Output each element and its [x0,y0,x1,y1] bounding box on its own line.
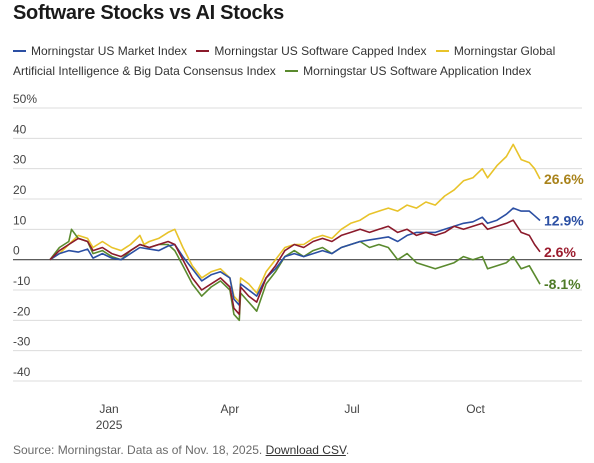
legend-label-ai-big-data: Morningstar Global Artificial Intelligen… [13,44,556,78]
end-value-labels: 12.9% 2.6% 26.6% -8.1% [544,171,584,292]
line-chart: 50% 40 30 20 10 0 -10 -20 -30 -40 Jan 2025 Apr Jul Oc… [13,92,584,432]
end-label-software-application: -8.1% [544,276,581,292]
source-text: Source: Morningstar. Data as of Nov. 18,… [13,443,263,457]
legend-swatch-software-capped [196,49,210,52]
legend-swatch-us-market [13,49,26,52]
y-tick-label: -40 [13,365,31,379]
legend-swatch-software-application [285,69,299,72]
y-tick-label: -10 [13,274,31,288]
x-tick-label: Apr [221,402,240,416]
y-tick-label: 30 [13,153,27,167]
series-line-us-market [49,207,541,306]
x-axis-ticks: Jan 2025 Apr Jul Oct [96,402,486,432]
grid-lines [13,107,582,382]
y-tick-label: 50% [13,92,37,106]
x-tick-sublabel: 2025 [96,418,123,432]
y-tick-label: 40 [13,122,27,136]
legend-label-software-application: Morningstar US Software Application Inde… [303,64,532,78]
source-end: . [345,443,350,457]
legend-label-us-market: Morningstar US Market Index [31,44,188,58]
legend-item-us-market: Morningstar US Market Index [13,44,187,58]
legend-item-ai-big-data: Morningstar Global Artificial Intelligen… [13,44,555,78]
end-label-ai-big-data: 26.6% [544,171,584,187]
source-note: Source: Morningstar. Data as of Nov. 18,… [13,443,349,457]
end-label-software-capped: 2.6% [544,244,576,260]
chart-legend: Morningstar US Market Index Morningstar … [13,41,588,81]
series-line-software-capped [49,219,541,316]
download-csv-link[interactable]: Download CSV [265,443,346,457]
end-label-us-market: 12.9% [544,213,584,229]
x-tick-label: Oct [466,402,485,416]
y-tick-label: 10 [13,213,27,227]
series-line-ai-big-data [49,143,541,303]
legend-item-software-capped: Morningstar US Software Capped Index [196,44,427,58]
series-line-software-application [49,228,541,322]
legend-item-software-application: Morningstar US Software Application Inde… [285,64,531,78]
y-tick-label: -20 [13,304,31,318]
x-tick-label: Jan [99,402,118,416]
y-tick-label: -30 [13,335,31,349]
series-lines [49,143,541,322]
chart-title: Software Stocks vs AI Stocks [13,2,284,24]
legend-swatch-ai-big-data [435,49,449,52]
y-axis-ticks: 50% 40 30 20 10 0 -10 -20 -30 -40 [13,92,37,379]
y-tick-label: 0 [13,244,20,258]
legend-label-software-capped: Morningstar US Software Capped Index [214,44,427,58]
x-tick-label: Jul [344,402,359,416]
y-tick-label: 20 [13,183,27,197]
